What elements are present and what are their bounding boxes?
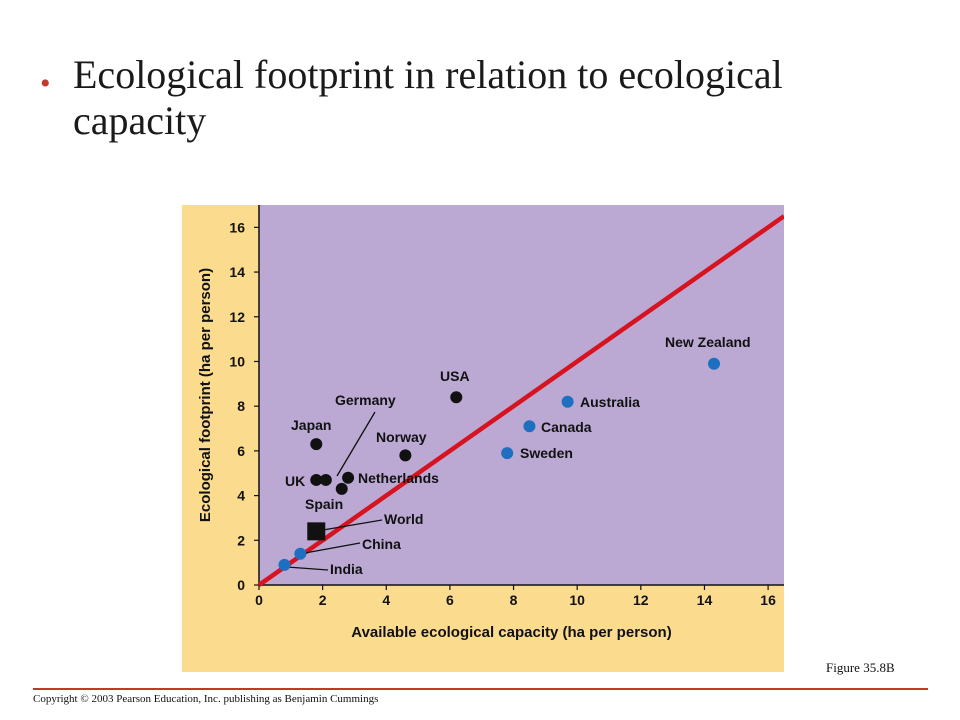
label-japan: Japan	[291, 417, 331, 433]
figure-label: Figure 35.8B	[826, 660, 895, 675]
point-uk	[310, 473, 323, 486]
label-usa: USA	[440, 368, 470, 384]
point-netherlands	[342, 471, 355, 484]
label-australia: Australia	[580, 394, 640, 410]
label-norway: Norway	[376, 429, 427, 445]
point-australia	[561, 395, 574, 408]
y-tick-label: 12	[229, 309, 245, 325]
point-germany	[319, 473, 332, 486]
point-sweden	[501, 447, 514, 460]
point-india	[278, 558, 291, 571]
label-india: India	[330, 561, 363, 577]
leader-world	[322, 519, 383, 531]
x-tick-label: 2	[319, 592, 327, 608]
label-china: China	[362, 536, 401, 552]
x-tick-label: 10	[569, 592, 585, 608]
x-tick-label: 8	[510, 592, 518, 608]
y-tick-label: 2	[237, 532, 245, 548]
point-spain	[335, 482, 348, 495]
label-spain: Spain	[305, 496, 343, 512]
bullet-marker: •	[40, 67, 51, 100]
x-tick-label: 6	[446, 592, 454, 608]
label-germany: Germany	[335, 392, 396, 408]
x-tick-label: 12	[633, 592, 649, 608]
x-tick-label: 14	[697, 592, 713, 608]
y-tick-label: 14	[229, 264, 245, 280]
point-norway	[399, 449, 412, 462]
y-axis-label: Ecological footprint (ha per person)	[197, 268, 214, 522]
label-world: World	[384, 511, 423, 527]
point-usa	[450, 391, 463, 404]
label-netherlands: Netherlands	[358, 470, 439, 486]
y-tick-label: 10	[229, 353, 245, 369]
footer-divider	[33, 688, 928, 690]
x-tick-label: 16	[760, 592, 776, 608]
label-canada: Canada	[541, 419, 592, 435]
point-china	[294, 547, 307, 560]
label-uk: UK	[285, 473, 305, 489]
scatter-chart: 0 2 4 6 8 10 12 14 16 0 2 4 6 8 10 12 14 16 Available ecol…	[197, 205, 784, 641]
x-axis-label: Available ecological capacity (ha per pe…	[351, 624, 671, 641]
y-tick-label: 4	[237, 488, 245, 504]
reference-line	[257, 214, 784, 587]
label-sweden: Sweden	[520, 445, 573, 461]
x-tick-label: 4	[382, 592, 390, 608]
point-japan	[310, 438, 323, 451]
y-tick-label: 0	[237, 577, 245, 593]
copyright-text: Copyright © 2003 Pearson Education, Inc.…	[33, 693, 379, 705]
label-new-zealand: New Zealand	[665, 334, 751, 350]
y-tick-label: 16	[229, 219, 245, 235]
x-tick-label: 0	[255, 592, 263, 608]
leader-india	[286, 566, 329, 571]
y-tick-label: 8	[237, 398, 245, 414]
slide-title: Ecological footprint in relation to ecol…	[73, 52, 783, 143]
point-canada	[523, 420, 536, 433]
leader-germany	[336, 411, 376, 477]
leader-china	[304, 542, 361, 554]
y-tick-label: 6	[237, 443, 245, 459]
point-new-zealand	[708, 357, 720, 370]
point-world	[307, 522, 326, 541]
